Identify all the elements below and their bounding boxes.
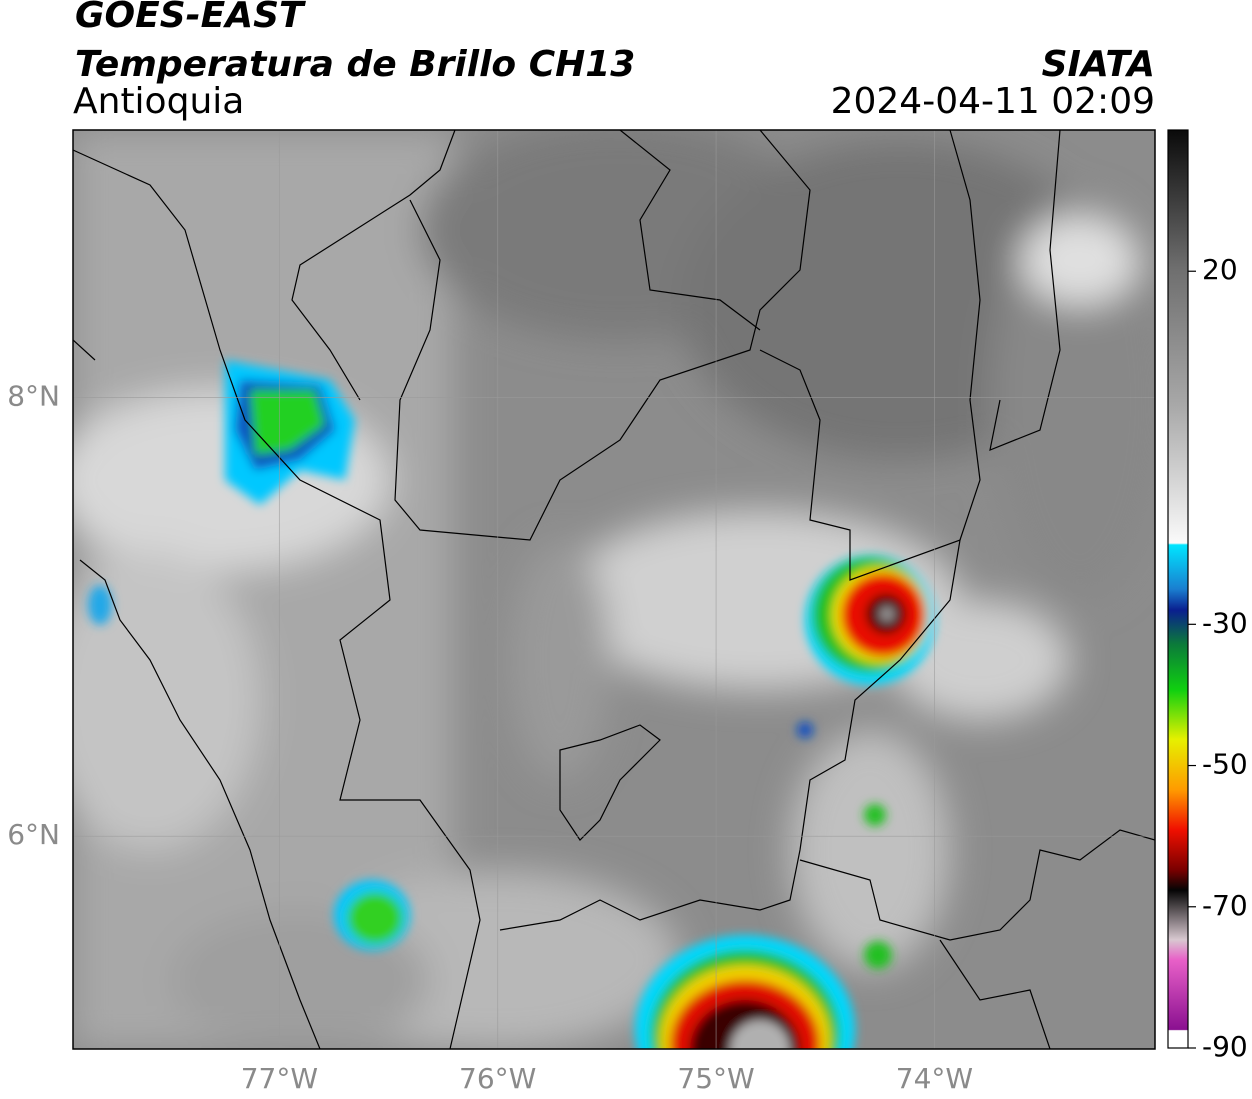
y-tick-label: 8°N (7, 380, 60, 413)
satellite-image (73, 130, 1155, 1049)
colorbar-tick-label: 20 (1202, 253, 1238, 286)
x-tick-label: 74°W (896, 1062, 973, 1095)
subtitle: Temperatura de Brillo CH13 (75, 44, 635, 85)
source: SIATA (1042, 44, 1155, 85)
colorbar-tick-label: -70 (1202, 889, 1248, 922)
x-tick-label: 76°W (459, 1062, 536, 1095)
x-tick-label: 75°W (677, 1062, 754, 1095)
colorbar-tick-label: -30 (1202, 606, 1248, 639)
y-tick-label: 6°N (7, 818, 60, 851)
datetime: 2024-04-11 02:09 (831, 81, 1155, 122)
colorbar (1167, 129, 1189, 1049)
region: Antioquia (73, 81, 244, 122)
map-frame (72, 129, 1156, 1050)
colorbar-tick-label: -90 (1202, 1030, 1248, 1063)
x-tick-label: 77°W (241, 1062, 318, 1095)
title: GOES-EAST (75, 0, 306, 36)
colorbar-tick-label: -50 (1202, 748, 1248, 781)
